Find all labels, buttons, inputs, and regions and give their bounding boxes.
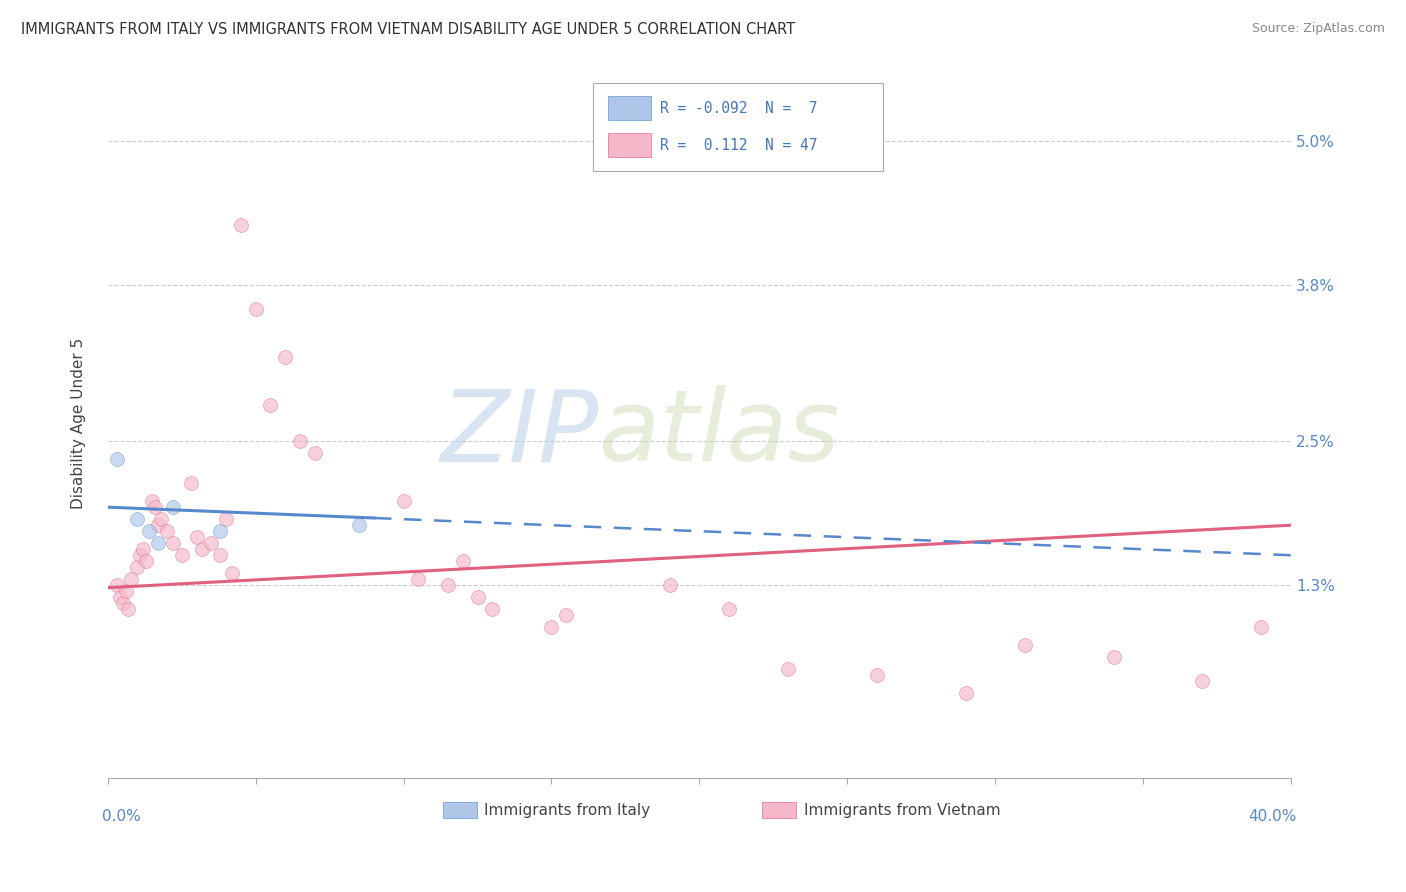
Point — [955, 686, 977, 700]
Point — [259, 398, 281, 412]
Point — [180, 476, 202, 491]
Point — [141, 494, 163, 508]
Point — [129, 548, 152, 562]
Point — [111, 596, 134, 610]
Point — [117, 602, 139, 616]
Point — [451, 554, 474, 568]
Point — [200, 536, 222, 550]
Point — [105, 578, 128, 592]
Point — [1014, 639, 1036, 653]
Point — [245, 301, 267, 316]
Text: atlas: atlas — [599, 385, 841, 483]
Text: ZIP: ZIP — [440, 385, 599, 483]
Point — [162, 500, 184, 515]
Point — [437, 578, 460, 592]
FancyBboxPatch shape — [762, 803, 796, 818]
Point — [170, 548, 193, 562]
Point — [156, 524, 179, 539]
Text: 0.0%: 0.0% — [101, 809, 141, 824]
Point — [1191, 674, 1213, 689]
Point — [866, 668, 889, 682]
Point — [221, 566, 243, 581]
Point — [467, 591, 489, 605]
Point — [209, 548, 232, 562]
Text: Source: ZipAtlas.com: Source: ZipAtlas.com — [1251, 22, 1385, 36]
Point — [120, 572, 142, 586]
Text: IMMIGRANTS FROM ITALY VS IMMIGRANTS FROM VIETNAM DISABILITY AGE UNDER 5 CORRELAT: IMMIGRANTS FROM ITALY VS IMMIGRANTS FROM… — [21, 22, 796, 37]
Point — [1102, 650, 1125, 665]
Text: 40.0%: 40.0% — [1249, 809, 1296, 824]
Point — [146, 536, 169, 550]
Point — [408, 572, 430, 586]
Point — [1250, 620, 1272, 634]
Point — [191, 542, 214, 557]
Point — [555, 608, 578, 623]
Point — [229, 218, 252, 232]
Point — [540, 620, 562, 634]
Point — [288, 434, 311, 448]
Point — [209, 524, 232, 539]
Text: R =  0.112  N = 47: R = 0.112 N = 47 — [661, 137, 818, 153]
Point — [143, 500, 166, 515]
Point — [127, 560, 149, 574]
Point — [114, 584, 136, 599]
FancyBboxPatch shape — [609, 133, 651, 157]
Point — [215, 512, 238, 526]
Point — [392, 494, 415, 508]
Point — [162, 536, 184, 550]
Point — [105, 452, 128, 467]
Y-axis label: Disability Age Under 5: Disability Age Under 5 — [72, 337, 86, 508]
Point — [132, 542, 155, 557]
Point — [135, 554, 157, 568]
FancyBboxPatch shape — [443, 803, 477, 818]
Point — [717, 602, 740, 616]
Point — [108, 591, 131, 605]
FancyBboxPatch shape — [609, 96, 651, 120]
Point — [150, 512, 173, 526]
Point — [347, 518, 370, 533]
FancyBboxPatch shape — [593, 83, 883, 171]
Point — [304, 446, 326, 460]
Point — [481, 602, 503, 616]
Point — [146, 518, 169, 533]
Text: Immigrants from Italy: Immigrants from Italy — [484, 803, 650, 818]
Text: Immigrants from Vietnam: Immigrants from Vietnam — [803, 803, 1000, 818]
Point — [274, 350, 297, 364]
Point — [778, 662, 800, 676]
Point — [186, 530, 208, 544]
Text: R = -0.092  N =  7: R = -0.092 N = 7 — [661, 101, 818, 116]
Point — [138, 524, 160, 539]
Point — [127, 512, 149, 526]
Point — [658, 578, 681, 592]
